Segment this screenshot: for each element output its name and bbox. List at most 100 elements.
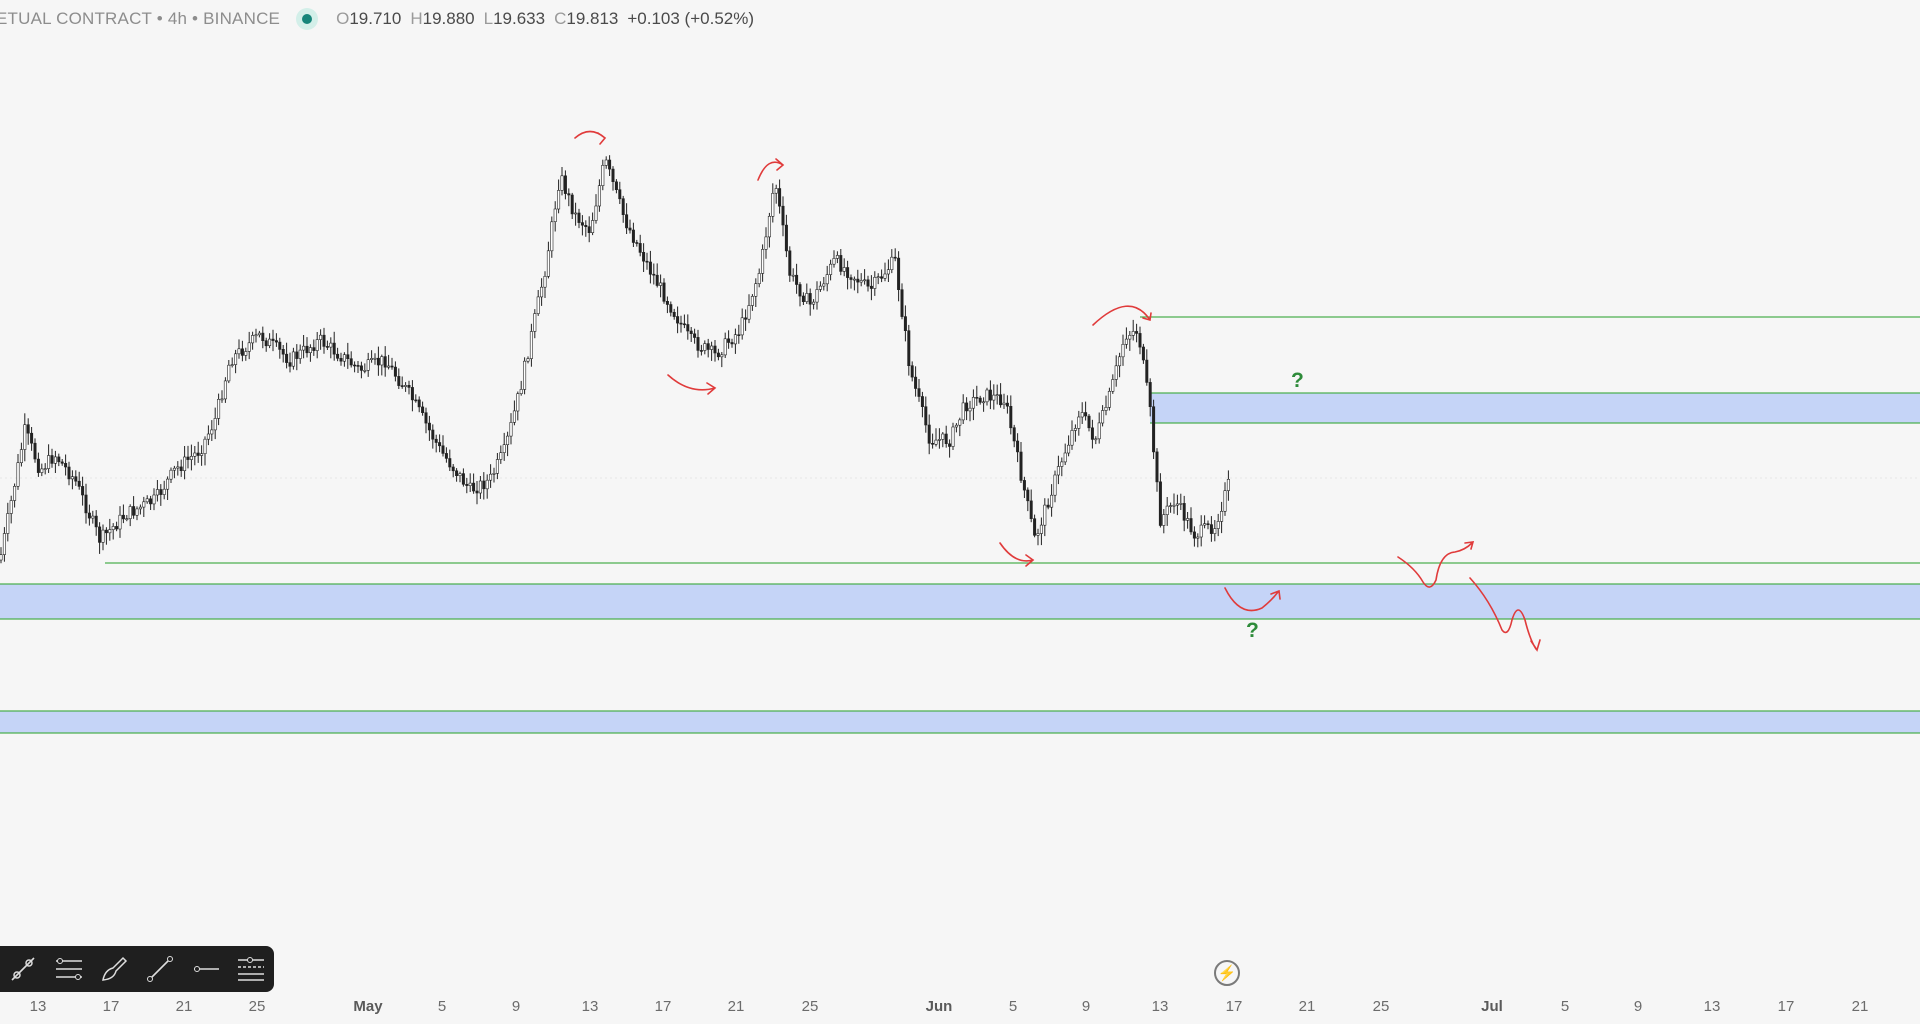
candle-body — [285, 353, 289, 363]
candle-body — [795, 274, 799, 285]
candle-body — [414, 399, 418, 402]
candle-body — [523, 360, 527, 390]
candle-body — [472, 482, 476, 492]
support-zone[interactable] — [0, 584, 1920, 619]
candle-body — [227, 364, 231, 382]
candle-body — [1039, 524, 1043, 534]
candle-body — [924, 406, 928, 426]
candle-body — [26, 424, 30, 434]
candle-body — [210, 429, 214, 435]
candle-body — [291, 351, 295, 367]
candle-body — [999, 394, 1003, 406]
levels-settings-tool[interactable] — [228, 946, 274, 992]
fib-levels-tool[interactable] — [46, 946, 92, 992]
close-value: C19.813 — [554, 9, 619, 28]
candle-body — [805, 293, 809, 302]
flash-icon[interactable]: ⚡ — [1214, 960, 1240, 986]
candle-body — [727, 338, 731, 343]
candle-body — [614, 181, 618, 191]
candle-body — [1172, 504, 1176, 507]
symbol-title[interactable]: ETUAL CONTRACT • 4h • BINANCE — [0, 9, 281, 28]
candle-body — [438, 442, 442, 447]
candle-body — [111, 526, 115, 530]
candle-body — [1022, 480, 1026, 491]
time-tick: 9 — [1081, 998, 1091, 1015]
candle-body — [591, 220, 595, 233]
candle-body — [47, 455, 51, 469]
candle-body — [1009, 405, 1013, 429]
price-chart[interactable]: ? ? — [0, 0, 1920, 990]
time-tick: 21 — [727, 998, 745, 1015]
candle-body — [995, 394, 999, 397]
market-status-icon[interactable] — [296, 8, 319, 30]
candle-body — [220, 398, 224, 401]
candle-body — [40, 468, 44, 473]
candle-body — [927, 424, 931, 444]
candle-body — [907, 330, 911, 367]
brush-tool[interactable] — [91, 946, 137, 992]
candle-body — [91, 515, 95, 519]
candle-body — [302, 345, 306, 351]
candle-body — [781, 205, 785, 226]
candle-body — [716, 352, 720, 358]
candle-body — [36, 458, 40, 473]
candle-body — [1067, 444, 1071, 454]
candle-body — [642, 252, 646, 262]
candle-body — [920, 396, 924, 407]
time-tick: 5 — [1560, 998, 1570, 1015]
settings-levels-icon — [238, 957, 265, 981]
candle-body — [693, 333, 697, 338]
candle-body — [761, 249, 765, 274]
candle-body — [784, 224, 788, 252]
candle-body — [971, 396, 975, 409]
candle-body — [43, 468, 47, 470]
trend-angle-tool[interactable] — [0, 946, 46, 992]
candle-body — [485, 479, 489, 490]
horizontal-ray-icon — [193, 966, 219, 972]
candle-body — [23, 424, 27, 450]
candle-body — [910, 365, 914, 378]
candle-body — [931, 442, 935, 445]
candle-body — [1016, 440, 1020, 453]
candle-body — [1090, 427, 1094, 440]
candle-body — [370, 358, 374, 360]
candle-body — [856, 278, 860, 283]
time-axis[interactable]: 13 17 21 25 May 5 9 13 17 21 25 Jun 5 9 13 17 21 25 Jul 5 9 1… — [0, 990, 1920, 1024]
candle-body — [108, 529, 112, 534]
candle-body — [448, 458, 452, 468]
candle-body — [50, 455, 54, 464]
trend-line-tool[interactable] — [137, 946, 183, 992]
time-tick: 17 — [1225, 998, 1243, 1015]
time-tick: 17 — [102, 998, 120, 1015]
candle-body — [1165, 505, 1169, 516]
candle-body — [754, 283, 758, 297]
candle-body — [67, 466, 71, 480]
arrow-peak-3 — [1092, 305, 1152, 326]
candle-body — [1029, 500, 1033, 519]
candle-body — [295, 351, 299, 359]
candle-body — [478, 480, 482, 494]
lower-support-zone[interactable] — [0, 711, 1920, 733]
candle-body — [883, 273, 887, 279]
time-tick: 17 — [654, 998, 672, 1015]
candle-body — [863, 279, 867, 282]
candlesticks — [0, 155, 1230, 564]
candle-body — [536, 296, 540, 314]
horizontal-ray-tool[interactable] — [183, 946, 229, 992]
candle-body — [13, 485, 17, 501]
candle-body — [417, 399, 421, 408]
candle-body — [390, 365, 394, 368]
candle-body — [407, 384, 411, 388]
candle-body — [733, 334, 737, 345]
supply-demand-zones — [0, 393, 1920, 733]
candle-body — [366, 359, 370, 371]
candle-body — [1206, 523, 1210, 526]
candle-body — [278, 341, 282, 350]
candle-body — [618, 189, 622, 200]
arrow-projection-down — [1469, 577, 1541, 652]
candle-body — [203, 438, 207, 455]
candle-body — [563, 175, 567, 194]
candle-body — [1182, 503, 1186, 521]
upper-resistance-zone[interactable] — [1150, 393, 1920, 423]
candle-body — [699, 350, 703, 352]
